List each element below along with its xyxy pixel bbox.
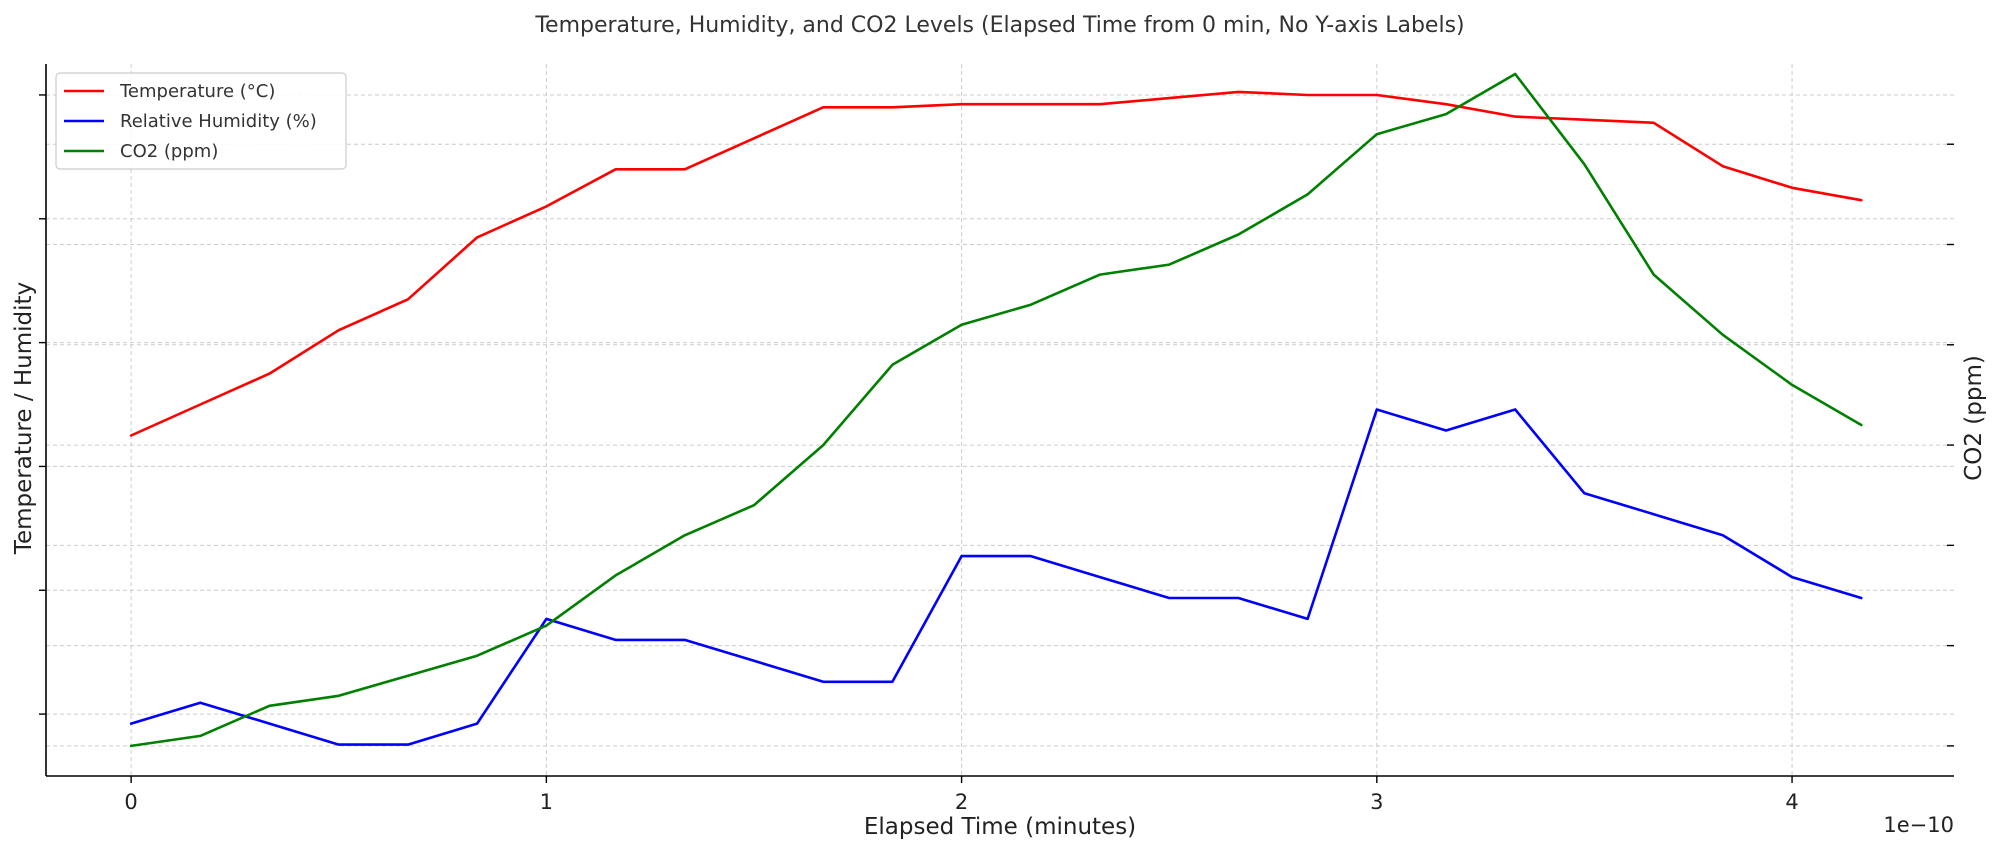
y-gridlines: [46, 94, 1954, 747]
x-tick-label: 0: [124, 790, 137, 814]
right-axis-ticks: [1947, 143, 1954, 747]
x-tick-label: 1: [540, 790, 553, 814]
chart-title: Temperature, Humidity, and CO2 Levels (E…: [534, 13, 1464, 38]
legend-label-humidity: Relative Humidity (%): [120, 111, 317, 132]
left-axis-ticks: [39, 94, 46, 715]
series-line-humidity: [129, 408, 1863, 746]
y-axis-label-left: Temperature / Humidity: [11, 282, 37, 555]
legend-label-co2: CO2 (ppm): [120, 141, 218, 162]
legend-label-temperature: Temperature (°C): [119, 81, 275, 102]
legend-box: [55, 72, 347, 170]
axes: 0 1 2 3 4: [39, 64, 1954, 814]
series-lines: [129, 72, 1863, 748]
series-line-co2: [129, 72, 1863, 748]
x-gridlines: [130, 64, 1793, 776]
x-axis-ticks: 0 1 2 3 4: [124, 776, 1799, 814]
y-axis-label-right: CO2 (ppm): [1961, 355, 1987, 481]
x-offset-text: 1e−10: [1883, 813, 1954, 837]
x-tick-label: 3: [1370, 790, 1383, 814]
x-tick-label: 4: [1785, 790, 1798, 814]
legend: Temperature (°C) Relative Humidity (%) C…: [55, 72, 347, 170]
x-axis-label: Elapsed Time (minutes): [864, 814, 1136, 840]
series-line-temperature: [129, 90, 1863, 437]
x-tick-label: 2: [955, 790, 968, 814]
